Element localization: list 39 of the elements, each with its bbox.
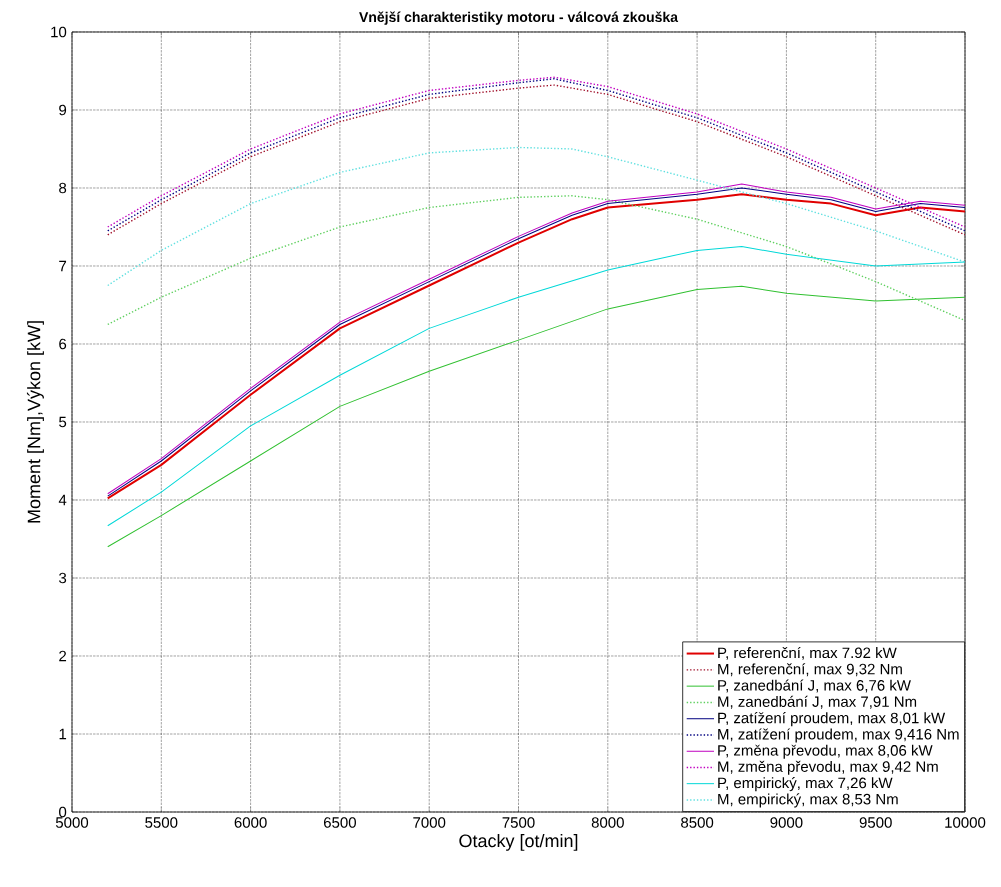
x-tick-label: 5500 bbox=[145, 817, 178, 828]
legend-label: M, referenční, max 9,32 Nm bbox=[718, 663, 902, 677]
x-tick-label: 8500 bbox=[681, 817, 714, 828]
line-series bbox=[107, 146, 966, 287]
x-tick-label: 9500 bbox=[859, 817, 892, 828]
line-series bbox=[107, 195, 966, 326]
chart-title: Vnější charakteristiky motoru - válcová zkouška bbox=[359, 11, 679, 25]
x-tick-label: 7500 bbox=[502, 817, 535, 828]
legend-label: M, změna převodu, max 9,42 Nm bbox=[718, 760, 938, 775]
y-tick-label: 3 bbox=[59, 572, 67, 584]
line-series bbox=[107, 285, 966, 548]
y-tick-label: 1 bbox=[59, 728, 67, 740]
x-tick-label: 10000 bbox=[945, 817, 986, 828]
x-axis-title: Otacky [ot/min] bbox=[459, 834, 578, 851]
x-tick-label: 6000 bbox=[234, 817, 267, 828]
y-tick-label: 0 bbox=[59, 806, 67, 818]
legend-label: P, změna převodu, max 8,06 kW bbox=[718, 744, 933, 759]
y-tick-label: 5 bbox=[59, 416, 67, 428]
legend-label: P, empirický, max 7,26 kW bbox=[718, 777, 893, 792]
legend-label: P, referenční, max 7.92 kW bbox=[718, 646, 897, 660]
x-tick-label: 6500 bbox=[323, 817, 356, 828]
y-tick-label: 7 bbox=[59, 260, 67, 272]
legend-label: M, empirický, max 8,53 Nm bbox=[718, 793, 898, 808]
x-tick-label: 5000 bbox=[55, 817, 89, 828]
y-tick-label: 4 bbox=[58, 494, 67, 506]
x-tick-label: 7000 bbox=[413, 817, 446, 828]
legend-label: M, zanedbání J, max 7,91 Nm bbox=[718, 695, 917, 709]
line-series bbox=[107, 246, 966, 527]
x-tick-label: 9000 bbox=[770, 817, 803, 828]
legend-label: P, zanedbání J, max 6,76 kW bbox=[718, 679, 911, 693]
y-tick-label: 6 bbox=[59, 338, 67, 350]
x-tick-label: 8000 bbox=[591, 817, 624, 828]
legend-label: M, zatížení proudem, max 9,416 Nm bbox=[718, 728, 959, 743]
y-tick-label: 8 bbox=[59, 182, 67, 194]
legend-label: P, zatížení proudem, max 8,01 kW bbox=[718, 712, 946, 727]
y-tick-label: 9 bbox=[59, 104, 67, 116]
y-tick-label: 10 bbox=[51, 26, 67, 38]
y-tick-label: 2 bbox=[59, 650, 67, 662]
y-axis-title: Moment [Nm],Výkon [kW] bbox=[26, 321, 44, 523]
